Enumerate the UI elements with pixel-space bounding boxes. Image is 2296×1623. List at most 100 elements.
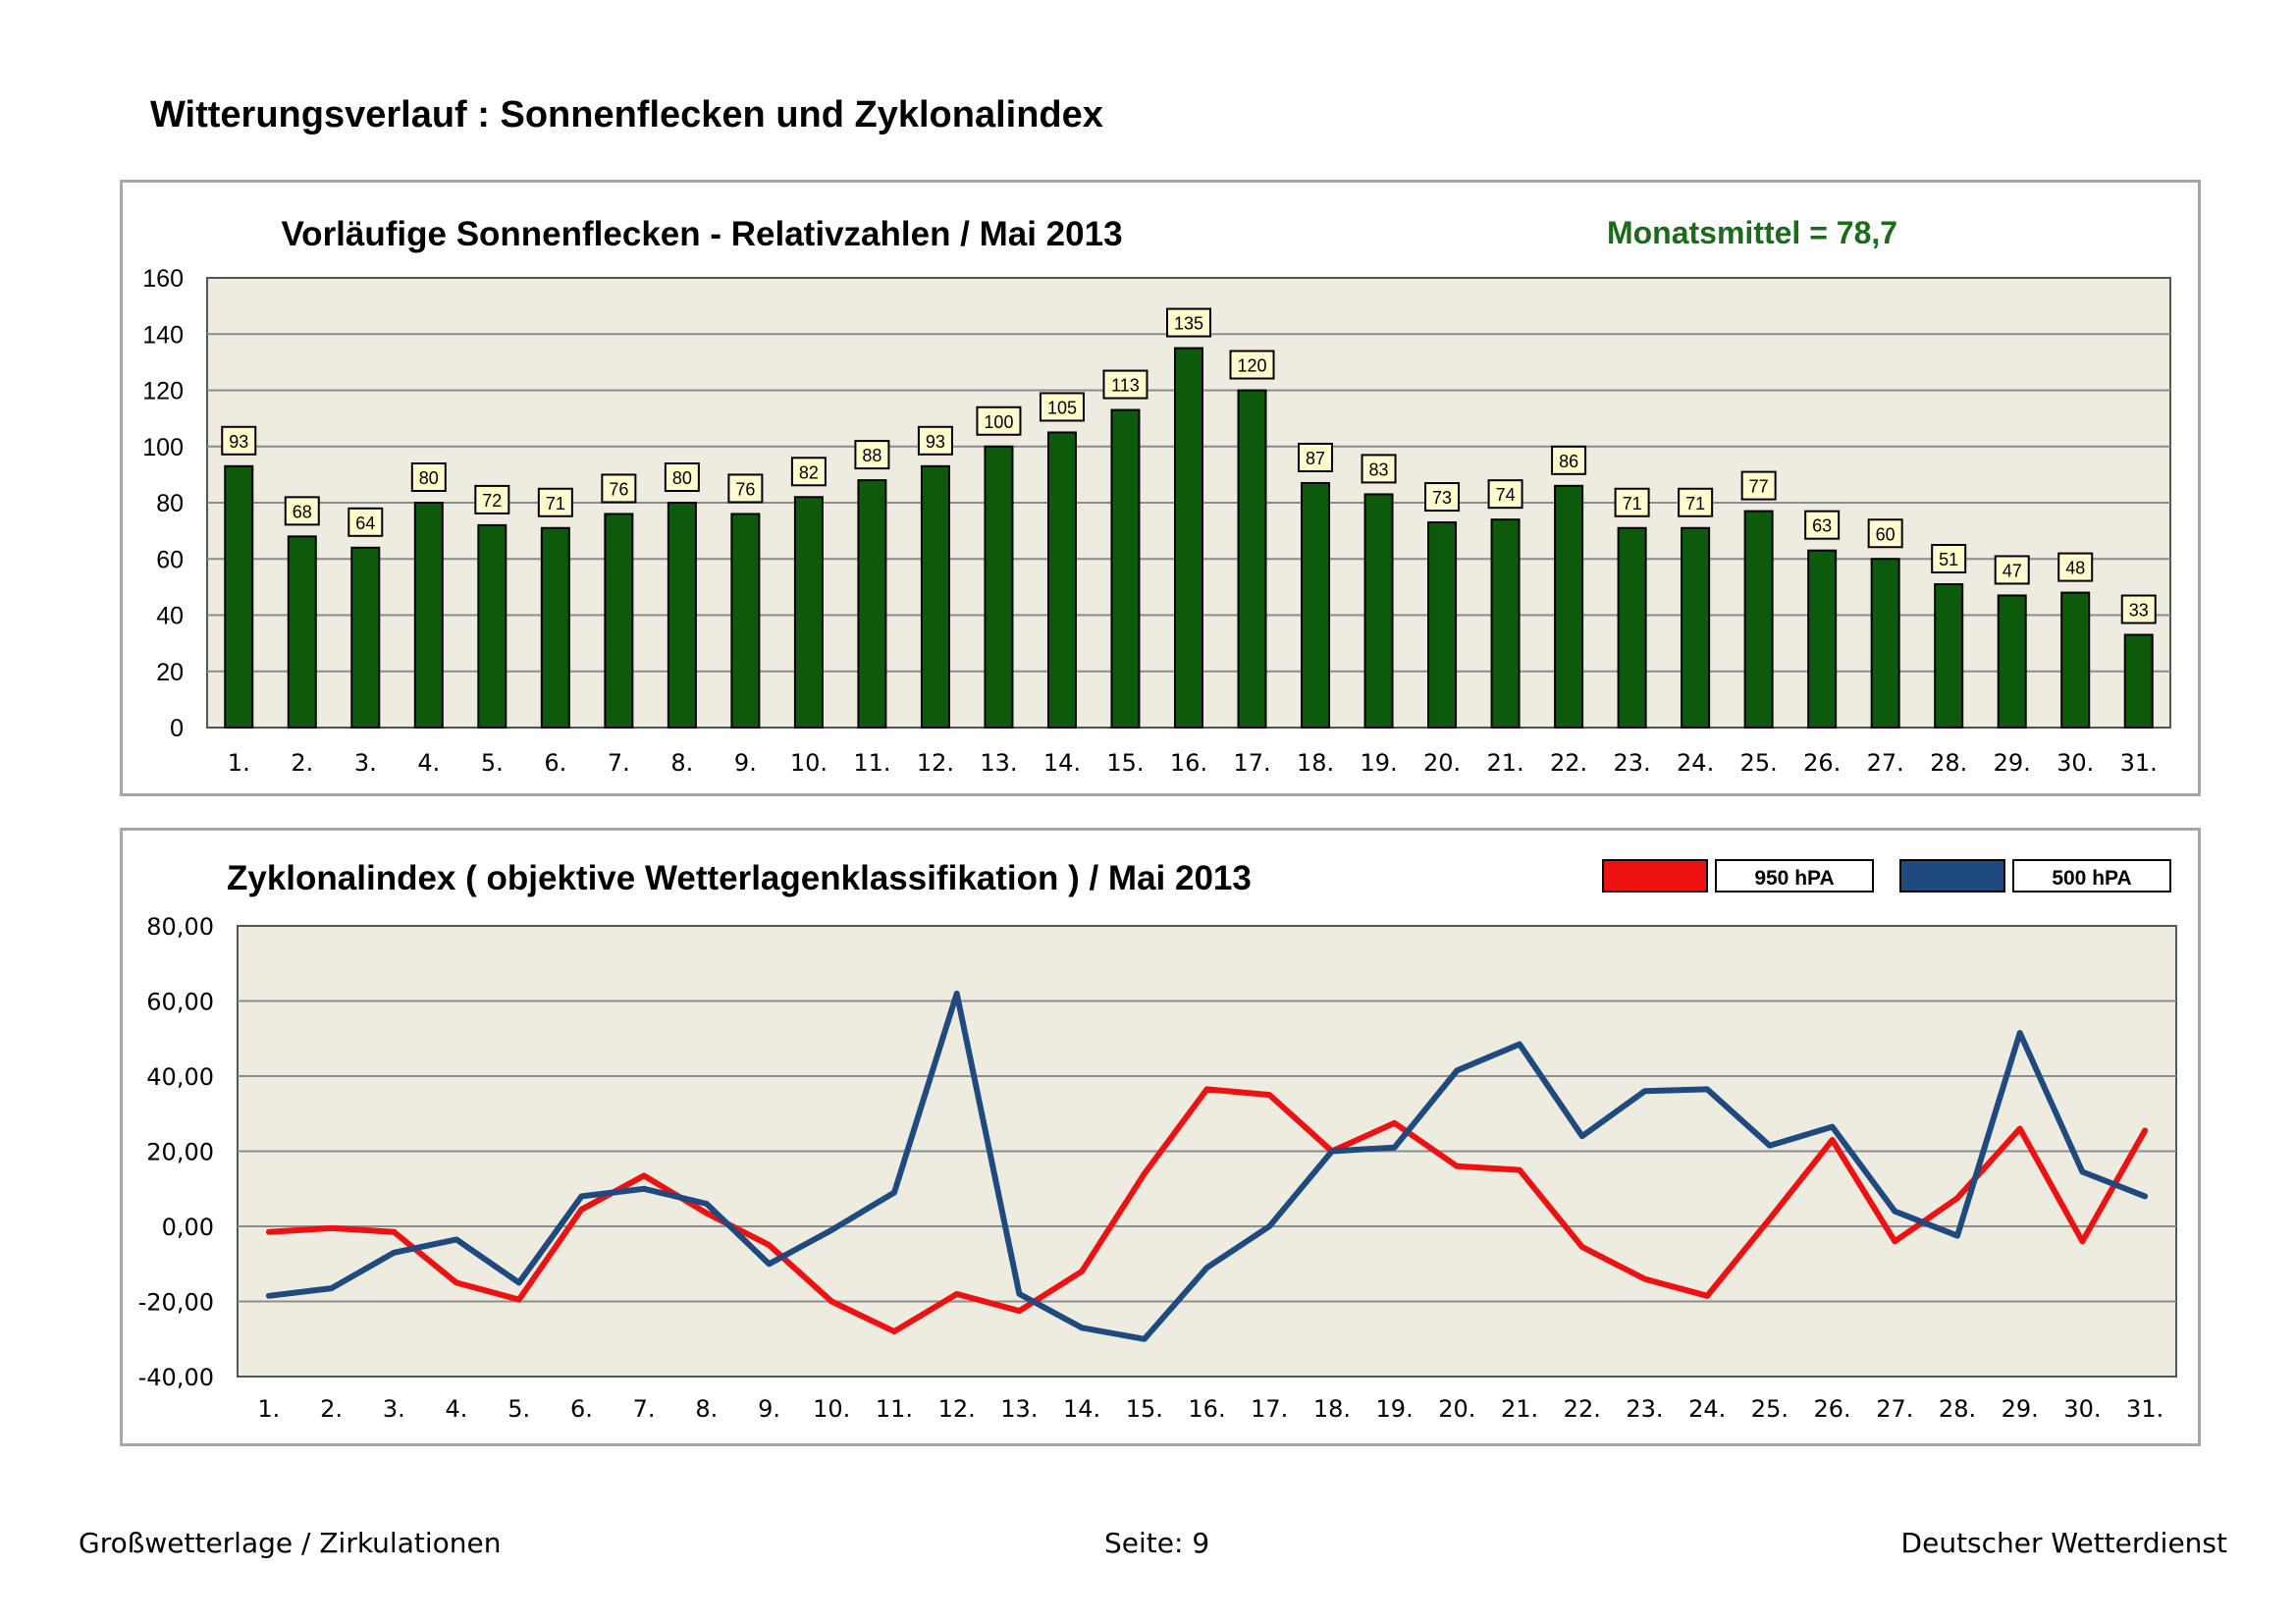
data-label: 76 [735, 479, 755, 499]
y-tick-label: 140 [142, 321, 184, 349]
x-tick-label: 31. [2120, 749, 2158, 777]
x-tick-label: 9. [734, 749, 757, 777]
x-tick-label: 2. [291, 749, 313, 777]
data-label-box [727, 473, 764, 504]
x-tick-label: 29. [1994, 749, 2031, 777]
bar [540, 526, 570, 730]
bar [2123, 633, 2154, 730]
data-label: 71 [546, 494, 565, 514]
x-tick-label: 29. [2002, 1395, 2039, 1423]
x-tick-label: 15. [1106, 749, 1144, 777]
x-tick-label: 12. [917, 749, 954, 777]
data-label-box [410, 462, 447, 492]
data-label-box [1424, 482, 1461, 513]
x-tick-label: 11. [853, 749, 890, 777]
x-tick-label: 22. [1550, 749, 1587, 777]
data-label-box [917, 425, 953, 456]
x-tick-label: 1. [228, 749, 250, 777]
y-tick-label: -40,00 [138, 1364, 214, 1391]
legend-swatch [1899, 859, 2005, 893]
data-label: 72 [482, 491, 502, 511]
data-label-box [1931, 544, 1967, 574]
x-tick-label: 13. [980, 749, 1017, 777]
bar [1237, 389, 1267, 729]
x-tick-label: 4. [446, 1395, 468, 1423]
x-tick-label: 23. [1614, 749, 1651, 777]
data-label-box [284, 496, 320, 526]
x-tick-label: 18. [1297, 749, 1334, 777]
data-label: 93 [926, 432, 945, 452]
legend-swatch [1602, 859, 1708, 893]
data-label: 105 [1047, 398, 1077, 417]
data-label: 120 [1237, 356, 1266, 376]
x-tick-label: 3. [354, 749, 377, 777]
data-label-box [1039, 392, 1085, 422]
data-label: 135 [1174, 314, 1203, 334]
legend-label-box [2012, 859, 2171, 893]
data-label-box [1804, 510, 1841, 540]
data-label: 74 [1496, 485, 1516, 505]
y-tick-label: 40,00 [146, 1063, 214, 1091]
bar [413, 502, 444, 729]
x-tick-label: 10. [790, 749, 828, 777]
series-line-950-hpa [265, 1086, 2149, 1335]
cyclone-index-line-chart: Zyklonalindex ( objektive Wetterlagenkla… [138, 859, 2177, 1423]
x-tick-label: 15. [1126, 1395, 1163, 1423]
bar [1427, 521, 1458, 729]
x-tick-label: 23. [1626, 1395, 1663, 1423]
bar [1997, 594, 2027, 729]
x-tick-label: 30. [2063, 1395, 2101, 1423]
bar [287, 535, 317, 729]
page-title: Witterungsverlauf : Sonnenflecken und Zy… [150, 94, 1103, 135]
x-tick-label: 16. [1170, 749, 1207, 777]
data-label-box [1678, 487, 1714, 517]
data-label-box [1487, 479, 1523, 510]
data-label: 93 [229, 432, 248, 452]
data-label-box [1740, 470, 1777, 501]
x-tick-label: 5. [507, 1395, 530, 1423]
bar [1934, 583, 1964, 730]
x-tick-label: 19. [1376, 1395, 1414, 1423]
footer-publisher: Deutscher Wetterdienst [1900, 1527, 2227, 1559]
data-label-box [2120, 594, 2157, 624]
y-tick-label: 0 [170, 715, 184, 742]
x-tick-label: 21. [1486, 749, 1523, 777]
bar [1490, 518, 1521, 729]
x-tick-label: 27. [1867, 749, 1904, 777]
bar [350, 546, 381, 729]
bar [920, 464, 950, 729]
x-tick-label: 18. [1313, 1395, 1351, 1423]
data-label-box [1298, 442, 1334, 472]
bar [857, 479, 887, 729]
y-tick-label: 60,00 [146, 989, 214, 1016]
bar [604, 513, 634, 730]
chart-title: Vorläufige Sonnenflecken - Relativzahlen… [281, 215, 1122, 253]
data-label-box [790, 457, 827, 487]
x-tick-label: 10. [813, 1395, 850, 1423]
x-tick-label: 9. [758, 1395, 780, 1423]
x-tick-label: 14. [1043, 749, 1081, 777]
data-label: 82 [799, 462, 819, 482]
x-tick-label: 13. [1000, 1395, 1038, 1423]
x-tick-label: 6. [544, 749, 566, 777]
legend-label: 950 hPA [1754, 867, 1834, 890]
data-label-box [2057, 552, 2094, 582]
data-label-box [1102, 369, 1148, 400]
x-tick-label: 24. [1688, 1395, 1726, 1423]
x-tick-label: 7. [608, 749, 630, 777]
data-label: 33 [2129, 601, 2149, 621]
legend-label-box [1715, 859, 1874, 893]
x-tick-label: 16. [1188, 1395, 1225, 1423]
series-line-500-hpa [265, 990, 2149, 1342]
x-tick-label: 12. [938, 1395, 976, 1423]
bar [730, 513, 761, 730]
x-tick-label: 5. [481, 749, 504, 777]
data-label: 113 [1111, 376, 1140, 396]
data-label: 87 [1306, 449, 1325, 468]
data-label: 88 [862, 446, 881, 465]
x-tick-label: 3. [383, 1395, 405, 1423]
x-tick-label: 8. [670, 749, 693, 777]
bar [1743, 510, 1774, 729]
data-label: 68 [293, 502, 312, 521]
bar [224, 464, 254, 729]
